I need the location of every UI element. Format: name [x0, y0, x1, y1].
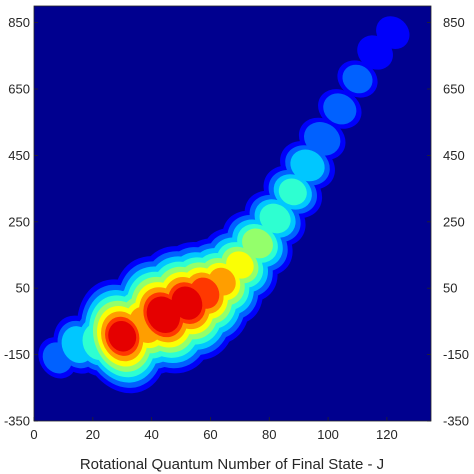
- heat-cell: [290, 149, 325, 182]
- y-tick-label-left: 50: [16, 281, 30, 296]
- x-tick-label: 100: [317, 427, 339, 442]
- x-tick-label: 0: [30, 427, 37, 442]
- heat-cell: [376, 16, 410, 49]
- x-tick-label: 40: [144, 427, 158, 442]
- y-axis-ticks-left: -350 -150 50 250 450 650 850: [4, 15, 38, 429]
- heat-cell: [304, 121, 341, 156]
- y-tick-label-left: -350: [4, 414, 30, 429]
- heat-cell: [323, 93, 357, 125]
- y-tick-label-left: 450: [8, 148, 30, 163]
- x-axis-label: Rotational Quantum Number of Final State…: [80, 456, 384, 473]
- y-tick-label-right: 50: [443, 281, 457, 296]
- heat-cell: [259, 203, 291, 234]
- heatmap-layer: [38, 16, 410, 394]
- contour-level-8: [108, 286, 203, 352]
- y-axis-ticks-right: -350 -150 50 250 450 650 850: [427, 15, 469, 429]
- heat-cell: [242, 228, 273, 259]
- plot-frame: [33, 5, 432, 422]
- y-tick-label-left: -150: [4, 347, 30, 362]
- heat-cell: [278, 178, 307, 206]
- y-tick-label-right: -350: [443, 414, 469, 429]
- heat-cell: [171, 286, 203, 320]
- y-tick-label-left: 650: [8, 82, 30, 97]
- heat-cell: [108, 320, 137, 352]
- x-tick-label: 120: [376, 427, 398, 442]
- heat-cell: [146, 296, 181, 334]
- x-tick-label: 80: [262, 427, 276, 442]
- heat-cell: [342, 64, 373, 94]
- y-tick-label-right: 250: [443, 214, 465, 229]
- y-tick-label-right: 450: [443, 148, 465, 163]
- x-tick-label: 60: [203, 427, 217, 442]
- x-tick-label: 20: [86, 427, 100, 442]
- y-tick-label-right: -150: [443, 347, 469, 362]
- heat-cell: [226, 251, 254, 279]
- x-axis-ticks: 0 20 40 60 80 100 120: [30, 417, 398, 442]
- y-tick-label-right: 850: [443, 15, 465, 30]
- y-tick-label-left: 850: [8, 15, 30, 30]
- y-tick-label-right: 650: [443, 82, 465, 97]
- y-tick-label-left: 250: [8, 214, 30, 229]
